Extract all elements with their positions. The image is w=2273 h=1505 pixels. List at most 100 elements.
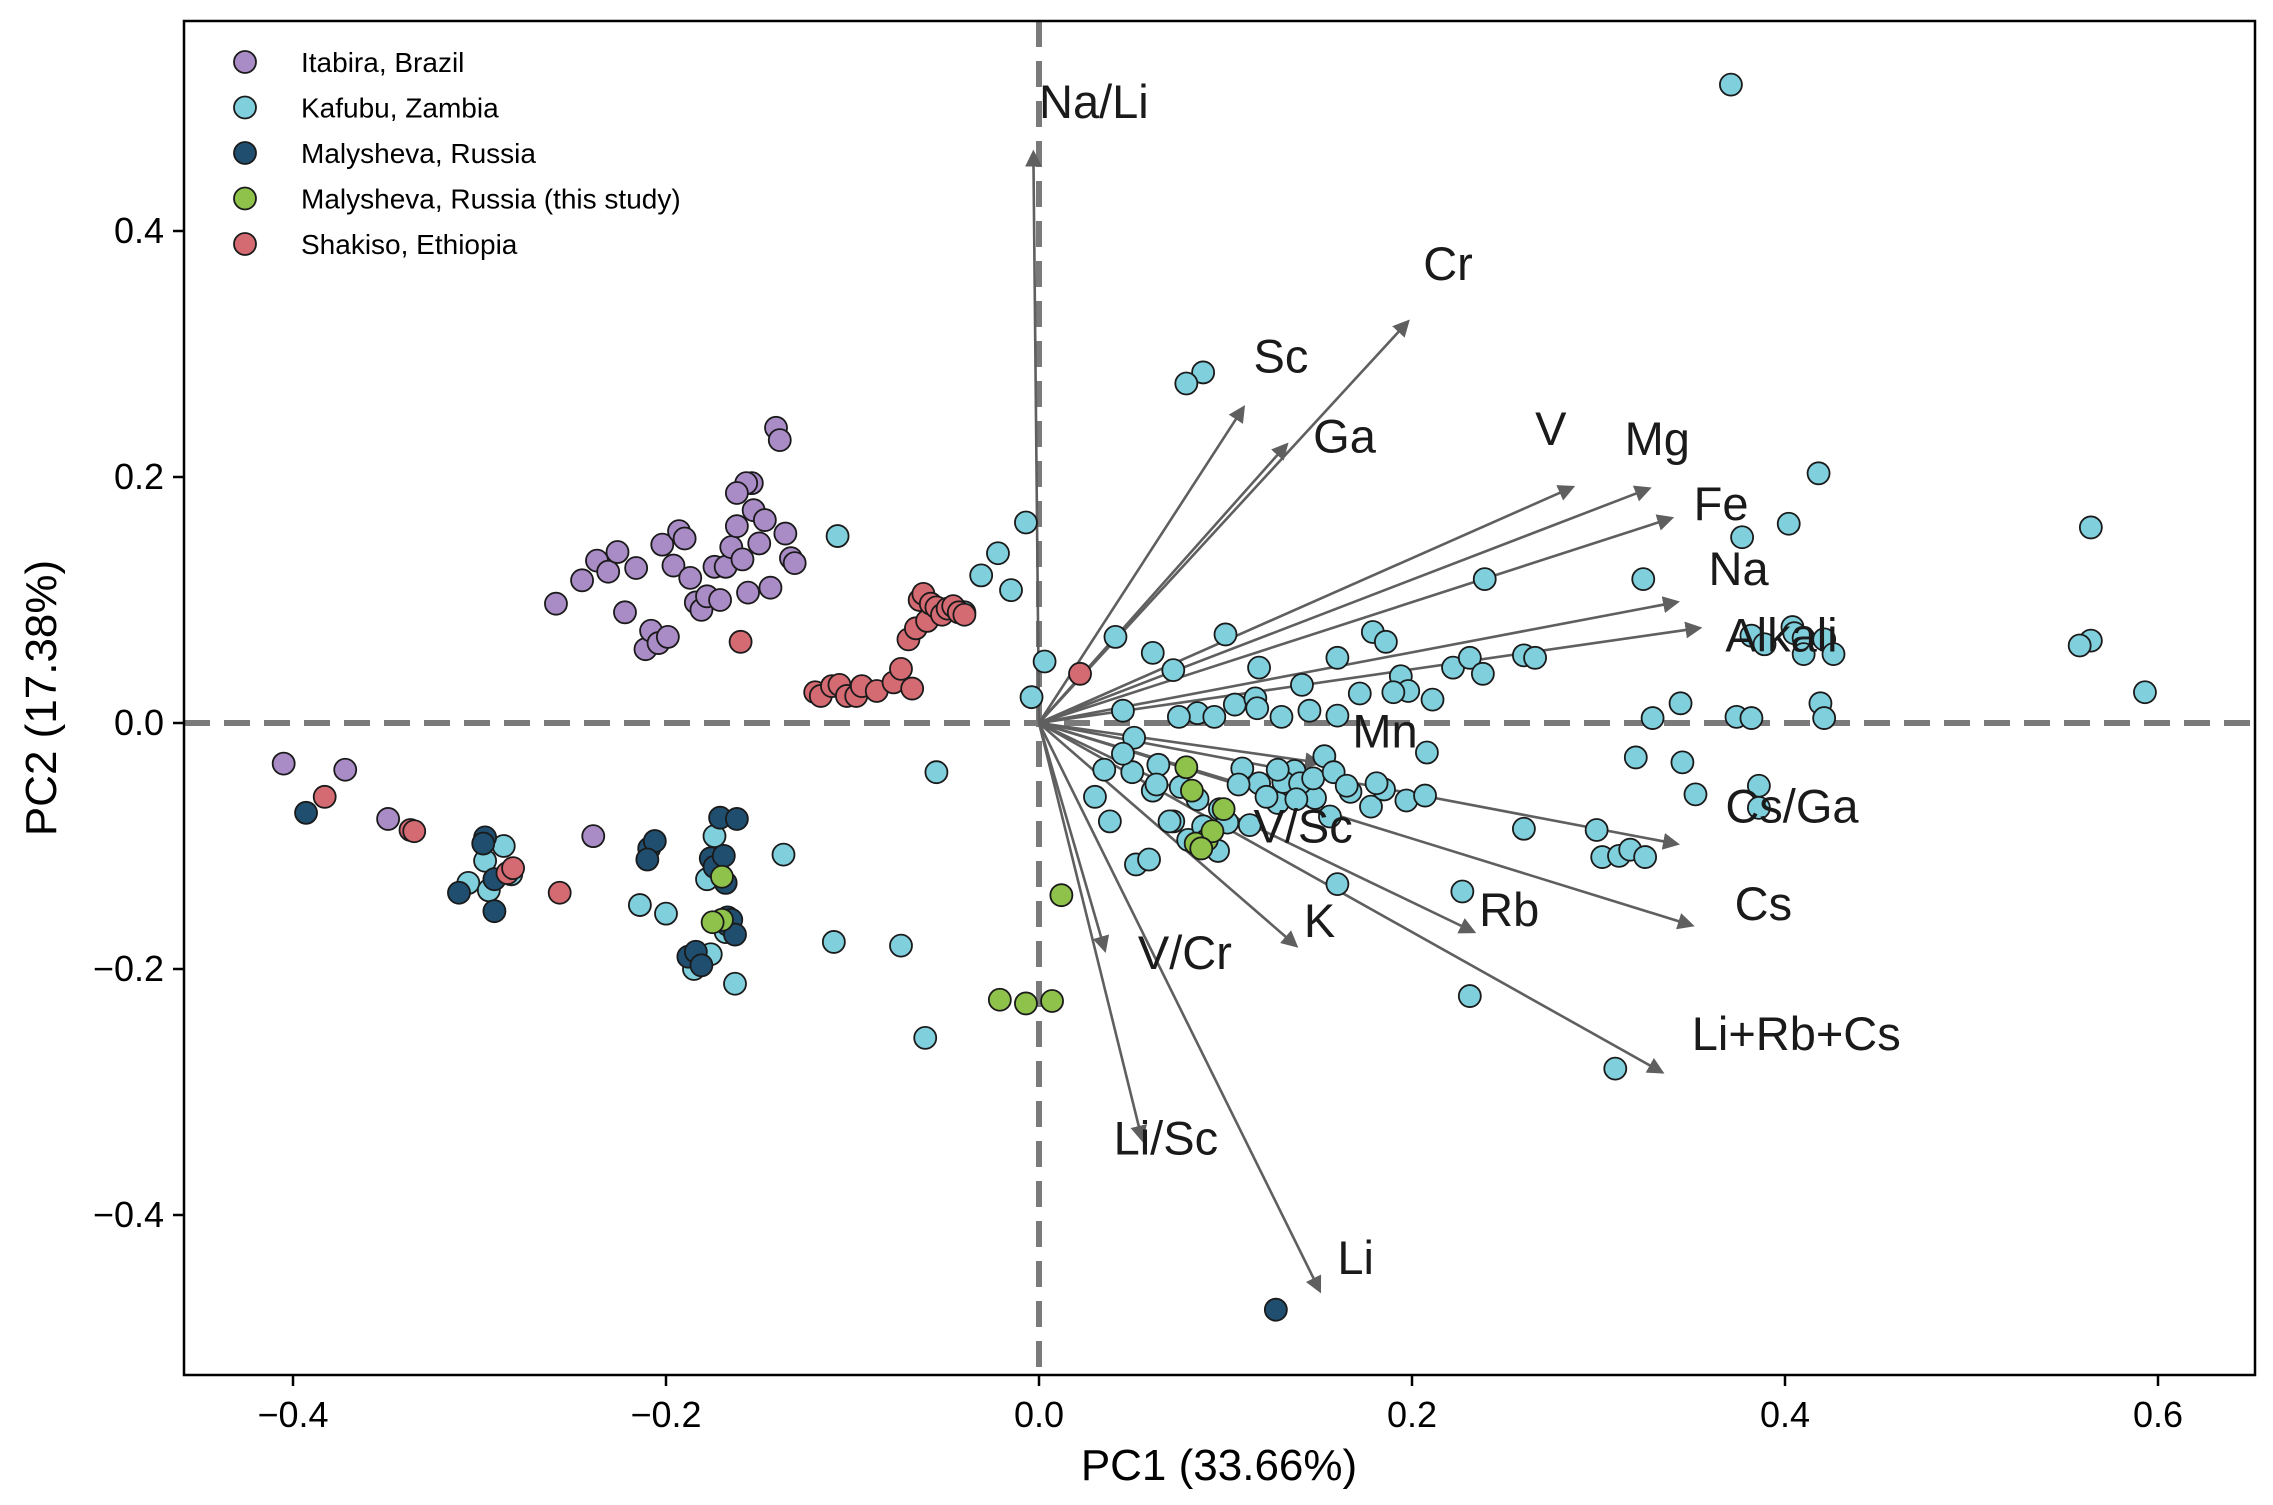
vector-label-fe: Fe <box>1694 477 1749 530</box>
data-point <box>1746 795 1771 820</box>
data-point <box>711 843 736 868</box>
data-point <box>1359 794 1383 819</box>
vector-label-v: V <box>1535 402 1567 455</box>
legend-label: Kafubu, Zambia <box>301 93 499 124</box>
data-point <box>1092 757 1117 782</box>
data-point <box>1137 847 1161 872</box>
x-tick-label: 0.0 <box>1014 1394 1064 1435</box>
data-point <box>655 625 680 649</box>
vector-k <box>1038 722 1299 948</box>
data-point <box>1640 706 1665 730</box>
data-point <box>1111 698 1135 723</box>
data-point <box>1174 371 1199 396</box>
vector-label-li-rb-cs: Li+Rb+Cs <box>1692 1007 1901 1060</box>
data-point <box>924 760 949 785</box>
vector-label-k: K <box>1304 894 1335 947</box>
data-point <box>969 563 994 588</box>
y-tick-label: −0.4 <box>93 1194 164 1235</box>
data-point <box>2133 680 2157 705</box>
data-point <box>1284 787 1309 812</box>
data-points <box>271 72 2157 1322</box>
data-point <box>752 508 777 532</box>
data-point <box>1019 685 1044 710</box>
legend: Itabira, Brazil Kafubu, Zambia Malysheva, … <box>233 47 681 260</box>
data-point <box>1245 696 1270 721</box>
data-point <box>1325 703 1350 728</box>
legend-label: Malysheva, Russia (this study) <box>301 184 681 215</box>
data-point <box>1111 741 1135 766</box>
data-point <box>724 481 749 505</box>
data-point <box>1821 642 1846 667</box>
data-point <box>1014 510 1038 535</box>
data-point <box>1263 1297 1288 1322</box>
data-point <box>650 532 675 557</box>
x-tick-label: −0.4 <box>257 1394 328 1435</box>
x-axis-title: PC1 (33.66%) <box>1081 1441 1357 1490</box>
data-point <box>1254 784 1279 809</box>
data-point <box>613 600 637 625</box>
data-point <box>710 864 734 889</box>
legend-item-malysheva-russia: Malysheva, Russia <box>233 138 536 169</box>
vector-mg <box>1038 485 1652 725</box>
data-point <box>1683 782 1708 807</box>
data-point <box>1161 658 1186 683</box>
vector-label-na: Na <box>1709 542 1770 595</box>
data-point <box>1719 72 1743 97</box>
data-point <box>1633 845 1658 869</box>
legend-item-kafubu-zambia: Kafubu, Zambia <box>233 93 499 124</box>
y-axis-title: PC2 (17.38%) <box>17 560 66 836</box>
plot-frame <box>182 19 2257 1377</box>
data-point <box>1180 778 1204 803</box>
data-point <box>1213 622 1238 647</box>
data-point <box>294 800 318 825</box>
vector-v <box>1038 485 1576 725</box>
vector-alkali <box>1038 621 1703 725</box>
data-point <box>1776 511 1801 536</box>
data-point <box>376 807 401 831</box>
vector-mn <box>1038 721 1322 770</box>
data-point <box>758 575 783 600</box>
legend-label: Itabira, Brazil <box>301 47 464 78</box>
data-point <box>736 580 760 605</box>
vector-li-sc <box>1037 722 1147 1143</box>
data-point <box>1325 872 1350 897</box>
y-tick-label: 0.4 <box>114 210 164 251</box>
data-point <box>730 547 755 572</box>
legend-item-shakiso-ethiopia: Shakiso, Ethiopia <box>233 229 518 260</box>
data-point <box>547 880 572 905</box>
zero-lines <box>184 21 2255 1375</box>
data-point <box>728 629 753 654</box>
data-point <box>654 901 678 926</box>
data-point <box>1301 766 1326 791</box>
vector-label-sc: Sc <box>1253 329 1308 382</box>
legend-item-malysheva-russia-this-study: Malysheva, Russia (this study) <box>233 184 681 215</box>
data-point <box>1668 691 1693 716</box>
data-point <box>1450 879 1475 904</box>
data-point <box>1040 989 1064 1013</box>
data-point <box>1457 984 1482 1008</box>
data-point <box>999 578 1023 603</box>
legend-item-itabira-brazil: Itabira, Brazil <box>233 47 464 78</box>
legend-marker <box>233 50 257 74</box>
data-point <box>1364 771 1389 796</box>
vector-label-na-li: Na/Li <box>1039 75 1149 128</box>
data-point <box>1415 740 1439 765</box>
data-point <box>1269 704 1294 729</box>
data-point <box>635 847 660 872</box>
data-point <box>2067 633 2092 658</box>
legend-marker <box>233 232 257 256</box>
data-point <box>1237 813 1262 837</box>
vector-li <box>1037 722 1322 1294</box>
data-point <box>913 1025 938 1050</box>
data-point <box>1049 883 1074 908</box>
data-point <box>1730 525 1755 550</box>
data-point <box>747 531 772 556</box>
data-point <box>1472 567 1497 591</box>
x-tick-label: 0.6 <box>2133 1394 2183 1435</box>
data-point <box>1140 640 1165 665</box>
legend-marker <box>233 186 257 211</box>
data-point <box>1226 772 1251 797</box>
data-point <box>1603 1056 1628 1081</box>
